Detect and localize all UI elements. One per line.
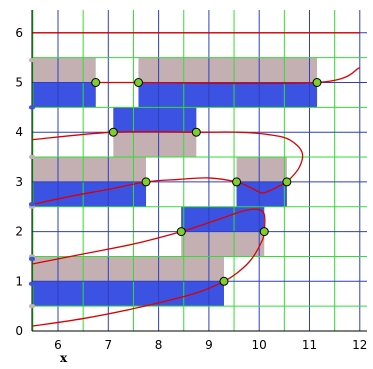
blue-region-3 [138,82,318,108]
y-tick-label: 3 [15,175,23,189]
y-tick-label: 0 [15,324,23,338]
gray-edge-marker-1 [29,155,35,160]
intersection-point-10 [219,276,229,286]
point-layer [91,78,322,286]
intersection-point-2 [312,78,322,87]
x-tick-label: 10 [252,338,267,352]
y-tick-label: 2 [15,225,23,239]
y-tick-label: 4 [15,125,23,139]
intersection-point-6 [232,177,242,187]
blue-edge-marker-1 [29,202,35,207]
gray-edge-marker-0 [29,58,35,63]
intersection-point-0 [91,78,101,87]
x-tick-label: 9 [205,338,213,352]
blue-edge-marker-2 [29,256,35,261]
y-tick-label: 5 [15,76,23,90]
curve-series-2 [32,131,304,205]
x-tick-label: 7 [104,338,112,352]
x-tick-label: 6 [54,338,62,352]
intersection-point-1 [133,78,143,87]
x-axis-label: x [60,351,68,365]
x-tick-label: 11 [302,338,317,352]
curve-layer [32,32,361,327]
blue-region-5 [113,107,197,133]
blue-edge-marker-0 [29,105,35,110]
intersection-point-7 [282,177,292,187]
x-tick-label: 8 [155,338,163,352]
gray-edge-marker-4 [29,304,35,309]
intersection-point-3 [108,127,118,137]
intersection-point-9 [259,227,269,237]
y-tick-label: 6 [15,26,23,40]
blue-region-2 [32,82,96,108]
x-tick-label: 12 [352,338,367,352]
intersection-point-8 [176,227,186,237]
left-marker-layer [29,58,35,309]
y-tick-label: 1 [15,274,23,288]
intersection-point-4 [191,127,201,137]
blue-edge-marker-3 [29,281,35,286]
curve-series-1 [95,66,361,85]
intersection-point-5 [141,177,151,187]
